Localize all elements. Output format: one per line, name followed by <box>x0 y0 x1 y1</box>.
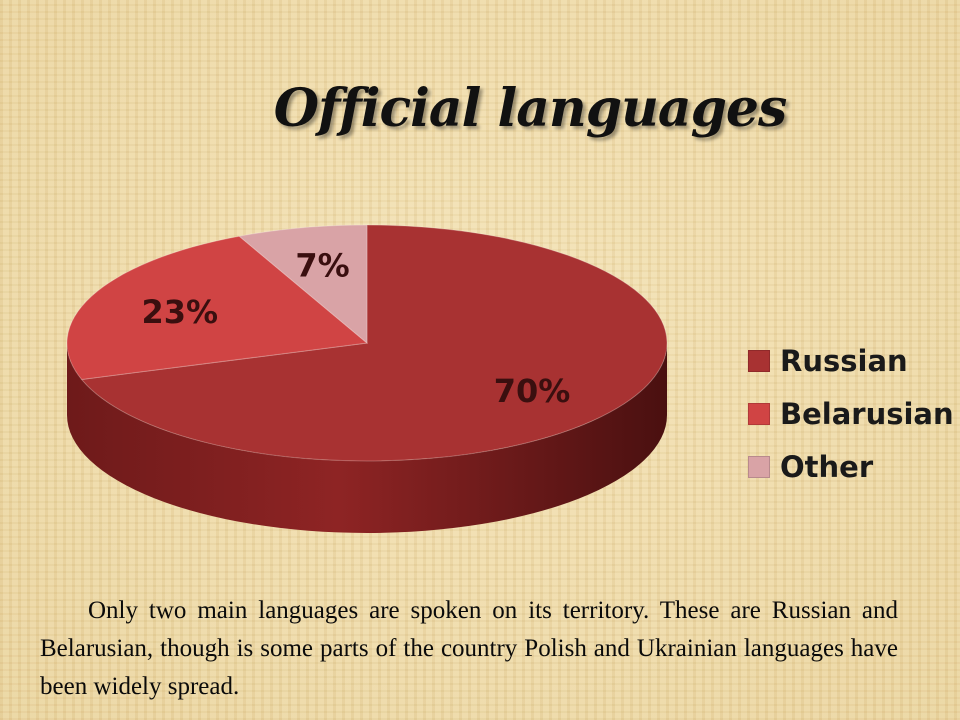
legend-label-russian: Russian <box>780 343 908 378</box>
page-title: Official languages <box>273 78 788 139</box>
pie-slice-other <box>238 224 368 345</box>
legend-item-russian: Russian <box>748 334 954 387</box>
legend-swatch-belarusian <box>748 402 770 425</box>
legend-swatch-russian <box>748 349 770 372</box>
pie-side-wall <box>67 343 667 533</box>
slice-label-belarusian: 23% <box>141 293 218 331</box>
legend-item-other: Other <box>748 440 954 493</box>
legend-swatch-other <box>748 455 770 478</box>
legend-label-belarusian: Belarusian <box>780 396 954 431</box>
legend: Russian Belarusian Other <box>748 334 954 493</box>
slice-label-russian: 70% <box>494 372 571 410</box>
legend-label-other: Other <box>780 449 874 484</box>
legend-item-belarusian: Belarusian <box>748 387 954 440</box>
pie-slice-russian <box>80 224 668 462</box>
pie-slice-belarusian <box>66 235 369 380</box>
caption-text: Only two main languages are spoken on it… <box>40 597 898 700</box>
slice-label-other: 7% <box>295 247 349 285</box>
